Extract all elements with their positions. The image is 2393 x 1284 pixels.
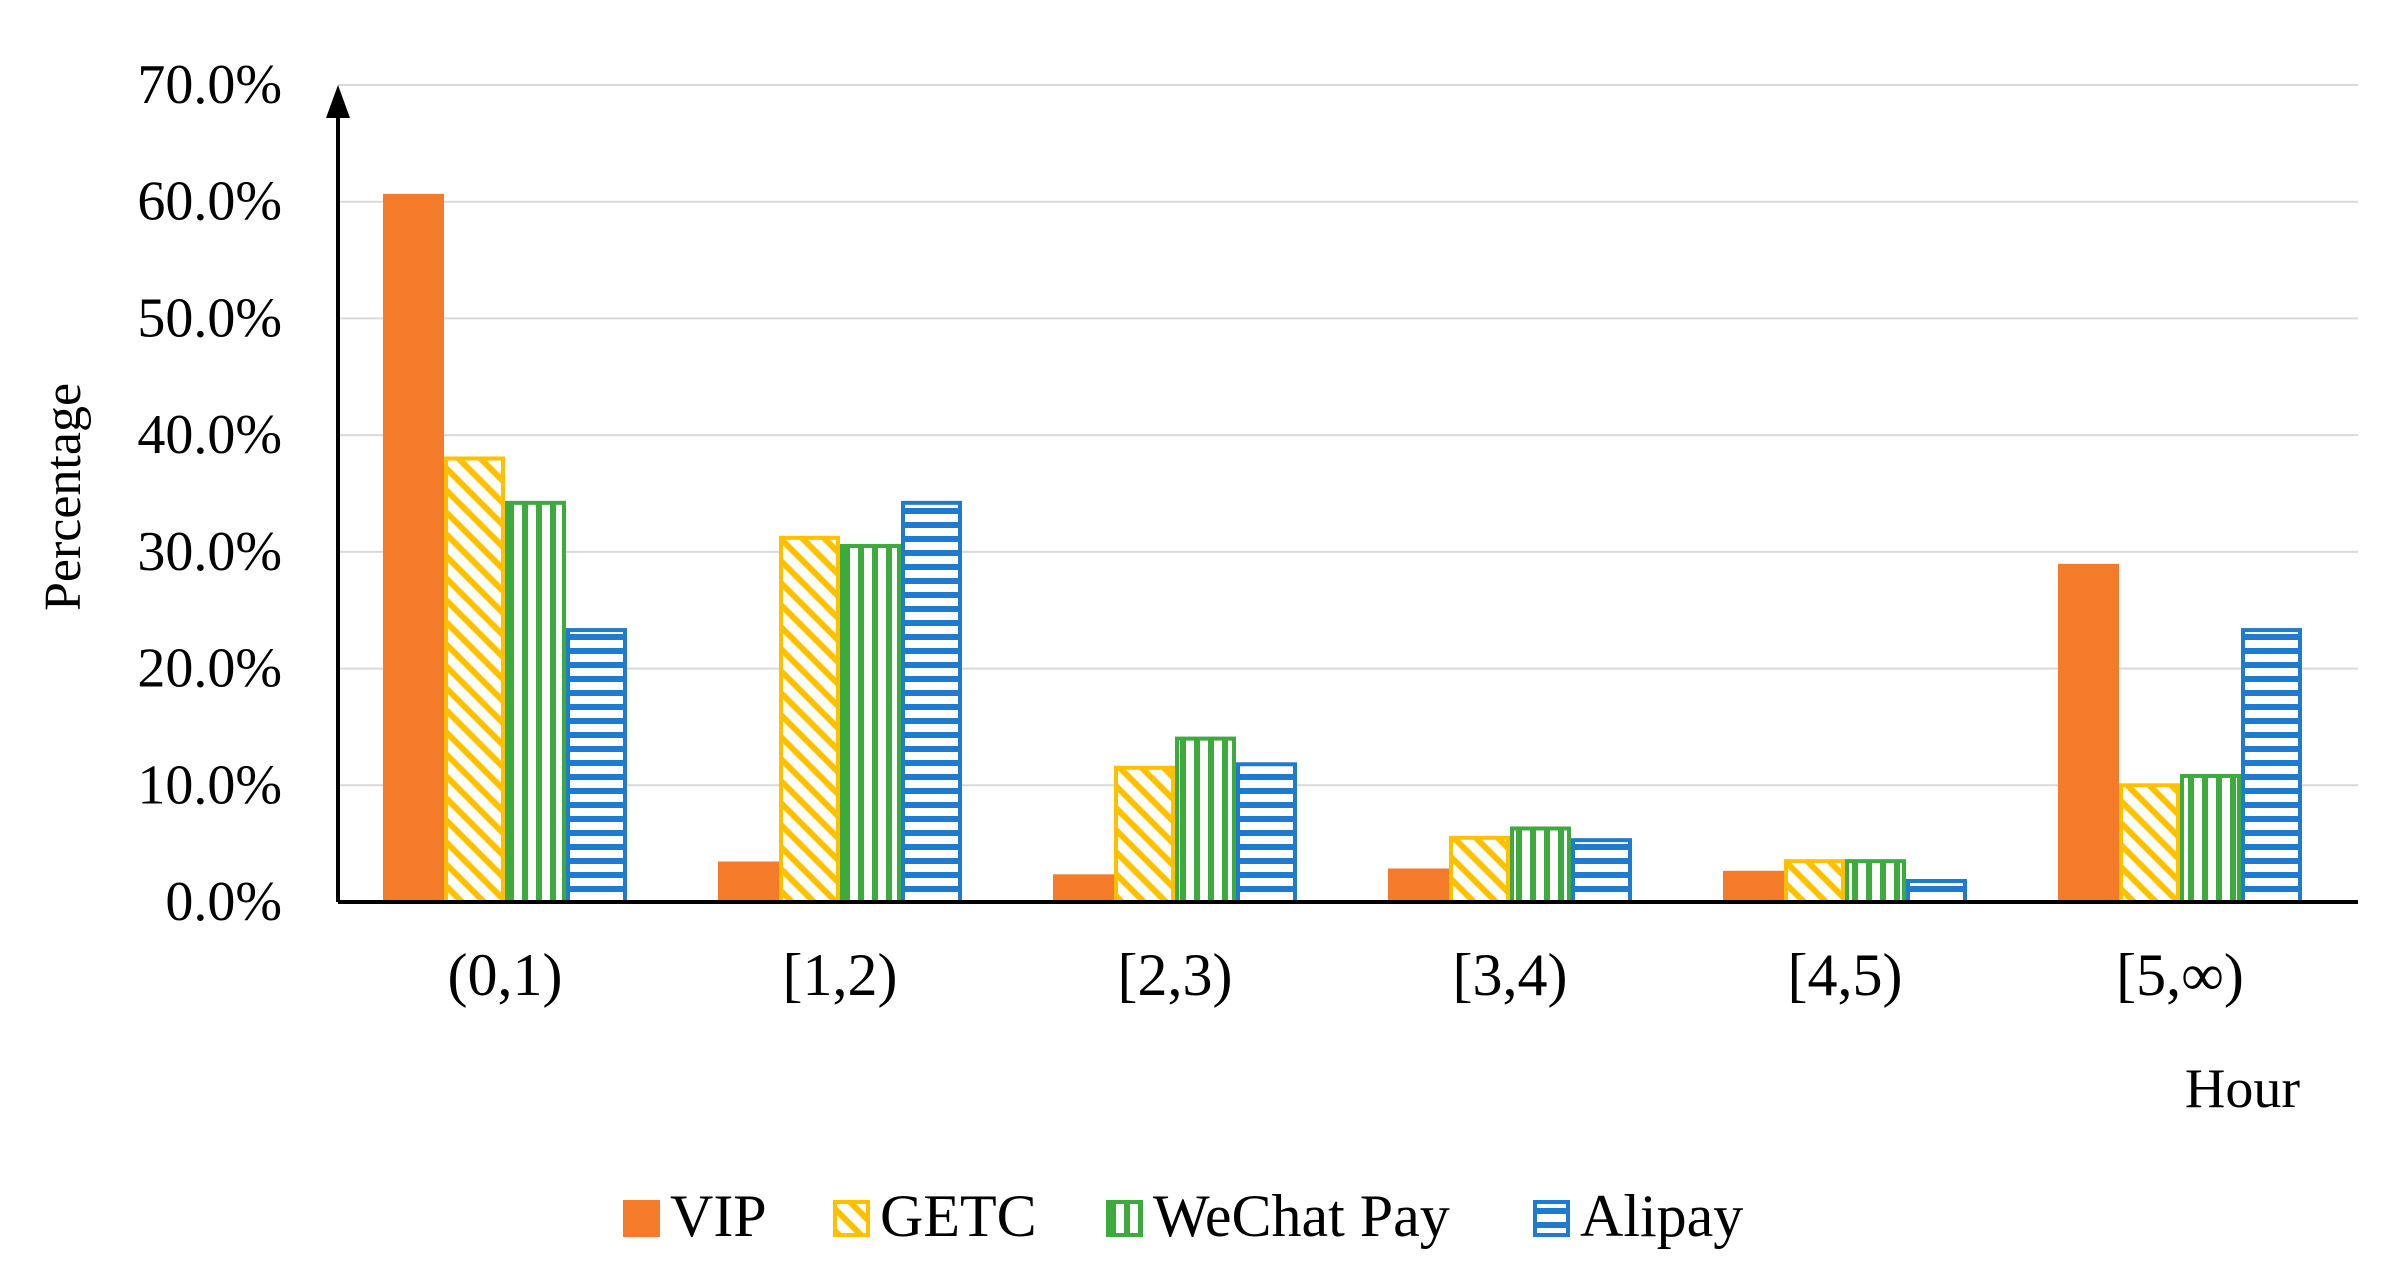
bar-alipay-3 bbox=[1236, 762, 1297, 905]
gridlines bbox=[338, 84, 2358, 787]
bar-getc-6 bbox=[2119, 783, 2180, 904]
bar-wechat-pay-5 bbox=[1845, 859, 1906, 905]
x-tick-label: [4,5) bbox=[1788, 942, 1903, 1008]
bar-getc-3 bbox=[1114, 765, 1175, 904]
y-axis-title: Percentage bbox=[35, 383, 92, 611]
bar-alipay-2 bbox=[901, 500, 962, 904]
legend-swatch bbox=[623, 1200, 660, 1237]
bar-vip-4 bbox=[1388, 868, 1449, 904]
x-tick-label: [2,3) bbox=[1118, 942, 1233, 1008]
legend-label: VIP bbox=[670, 1183, 767, 1249]
x-tick-label: [5,∞) bbox=[2116, 942, 2244, 1008]
bar-wechat-pay-4 bbox=[1510, 826, 1571, 904]
legend-swatch bbox=[833, 1200, 870, 1237]
legend-item-getc: GETC bbox=[833, 1183, 1037, 1249]
bar-vip-3 bbox=[1053, 874, 1114, 905]
y-axis-arrow-icon bbox=[326, 85, 350, 118]
axes bbox=[326, 85, 2358, 904]
legend-swatch bbox=[1533, 1200, 1570, 1237]
y-tick-label: 20.0% bbox=[137, 638, 282, 700]
y-tick-label: 0.0% bbox=[165, 871, 282, 933]
bar-getc-4 bbox=[1449, 835, 1510, 904]
bar-vip-5 bbox=[1723, 870, 1784, 904]
y-tick-label: 30.0% bbox=[137, 521, 282, 583]
bar-alipay-6 bbox=[2241, 628, 2302, 904]
legend-item-vip: VIP bbox=[623, 1183, 767, 1249]
bar-wechat-pay-1 bbox=[505, 500, 566, 904]
legend-label: WeChat Pay bbox=[1153, 1183, 1450, 1249]
x-axis-ticks: (0,1) [1,2) [2,3) [3,4) [4,5) [5,∞) bbox=[448, 942, 2244, 1008]
y-tick-label: 70.0% bbox=[137, 54, 282, 116]
bar-alipay-5 bbox=[1906, 878, 1967, 905]
bar-getc-2 bbox=[779, 535, 840, 904]
bar-wechat-pay-3 bbox=[1175, 736, 1236, 904]
bar-alipay-1 bbox=[566, 628, 627, 904]
bars bbox=[383, 193, 2302, 905]
bar-wechat-pay-6 bbox=[2180, 773, 2241, 904]
x-tick-label: [1,2) bbox=[783, 942, 898, 1008]
bar-vip-2 bbox=[718, 861, 779, 905]
legend-item-alipay: Alipay bbox=[1533, 1183, 1743, 1249]
bar-wechat-pay-2 bbox=[840, 544, 901, 904]
bar-getc-5 bbox=[1784, 859, 1845, 905]
y-tick-label: 40.0% bbox=[137, 404, 282, 466]
x-tick-label: [3,4) bbox=[1453, 942, 1568, 1008]
legend: VIP GETC WeChat Pay Alipay bbox=[623, 1183, 1743, 1249]
bar-getc-1 bbox=[444, 456, 505, 904]
bar-vip-1 bbox=[383, 193, 444, 904]
y-tick-label: 60.0% bbox=[137, 171, 282, 233]
x-axis-title: Hour bbox=[2185, 1058, 2300, 1120]
bar-alipay-4 bbox=[1571, 838, 1632, 904]
bar-vip-6 bbox=[2058, 563, 2119, 904]
y-axis-ticks: 0.0% 10.0% 20.0% 30.0% 40.0% 50.0% 60.0% 70.0% bbox=[137, 54, 282, 933]
legend-swatch bbox=[1106, 1200, 1143, 1237]
legend-label: Alipay bbox=[1580, 1183, 1743, 1249]
x-tick-label: (0,1) bbox=[448, 942, 563, 1008]
legend-item-wechat-pay: WeChat Pay bbox=[1106, 1183, 1450, 1249]
legend-label: GETC bbox=[880, 1183, 1037, 1249]
y-tick-label: 50.0% bbox=[137, 287, 282, 349]
y-tick-label: 10.0% bbox=[137, 754, 282, 816]
